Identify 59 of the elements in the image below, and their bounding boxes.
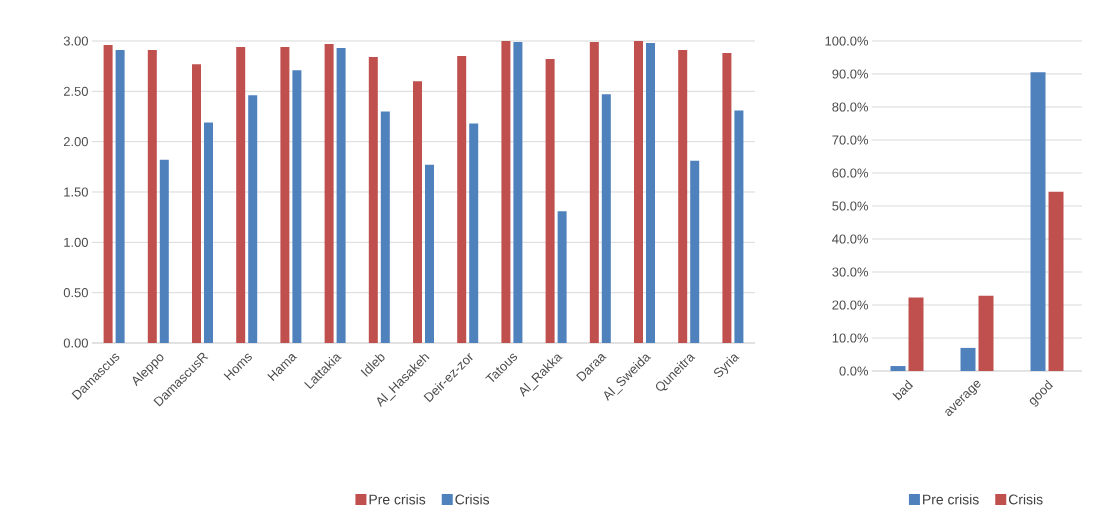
bar xyxy=(457,56,467,343)
bar xyxy=(646,43,656,343)
bar xyxy=(103,45,113,343)
bar xyxy=(115,50,125,343)
y-tick-label: 100.0% xyxy=(825,36,869,46)
bar xyxy=(545,59,555,343)
y-tick-label: 90.0% xyxy=(832,69,869,79)
y-tick-label: 2.00 xyxy=(63,137,88,147)
bar xyxy=(734,110,744,343)
y-tick-label: 30.0% xyxy=(832,267,869,277)
bar xyxy=(690,160,700,343)
bar xyxy=(890,366,906,371)
bar xyxy=(601,94,611,343)
x-tick-label: bad xyxy=(892,379,914,401)
y-tick-label: 1.50 xyxy=(64,187,88,197)
y-tick-label: 10.0% xyxy=(832,333,869,343)
bar xyxy=(501,41,511,343)
y-tick-label: 2.50 xyxy=(63,86,88,96)
bar xyxy=(978,295,994,371)
bar xyxy=(1048,191,1064,371)
y-tick-label: 3.00 xyxy=(63,36,88,46)
legend-label: Crisis xyxy=(455,494,490,505)
bar xyxy=(147,50,157,343)
bar xyxy=(678,50,688,343)
y-tick-label: 70.0% xyxy=(832,135,869,145)
bar xyxy=(368,57,378,343)
bar xyxy=(589,42,599,343)
y-tick-label: 0.00 xyxy=(63,338,88,348)
bar xyxy=(557,211,567,343)
bar xyxy=(634,41,644,343)
legend-label: Pre crisis xyxy=(369,494,426,505)
bar xyxy=(204,122,213,343)
bar xyxy=(236,47,246,343)
legend-label: Pre crisis xyxy=(923,494,979,505)
bar xyxy=(380,111,390,343)
bar xyxy=(192,64,201,343)
y-tick-label: 0.50 xyxy=(63,288,88,298)
bar xyxy=(960,347,976,371)
bar xyxy=(336,48,346,343)
bar xyxy=(469,123,479,343)
bar xyxy=(425,164,434,343)
bar xyxy=(248,95,258,343)
bar xyxy=(292,70,302,343)
y-tick-label: 60.0% xyxy=(832,168,869,178)
y-tick-label: 80.0% xyxy=(832,102,869,112)
bar xyxy=(413,81,422,343)
bar xyxy=(513,42,523,343)
bar xyxy=(159,159,169,343)
bar xyxy=(722,53,732,343)
bar xyxy=(324,44,334,343)
bar xyxy=(1030,72,1046,371)
y-tick-label: 0.0% xyxy=(839,366,869,376)
y-tick-label: 20.0% xyxy=(832,300,869,310)
legend-label: Crisis xyxy=(1008,494,1043,505)
y-tick-label: 1.00 xyxy=(64,237,88,247)
bar xyxy=(280,47,290,343)
bar xyxy=(908,297,924,371)
y-tick-label: 40.0% xyxy=(832,234,869,244)
y-tick-label: 50.0% xyxy=(832,201,869,211)
